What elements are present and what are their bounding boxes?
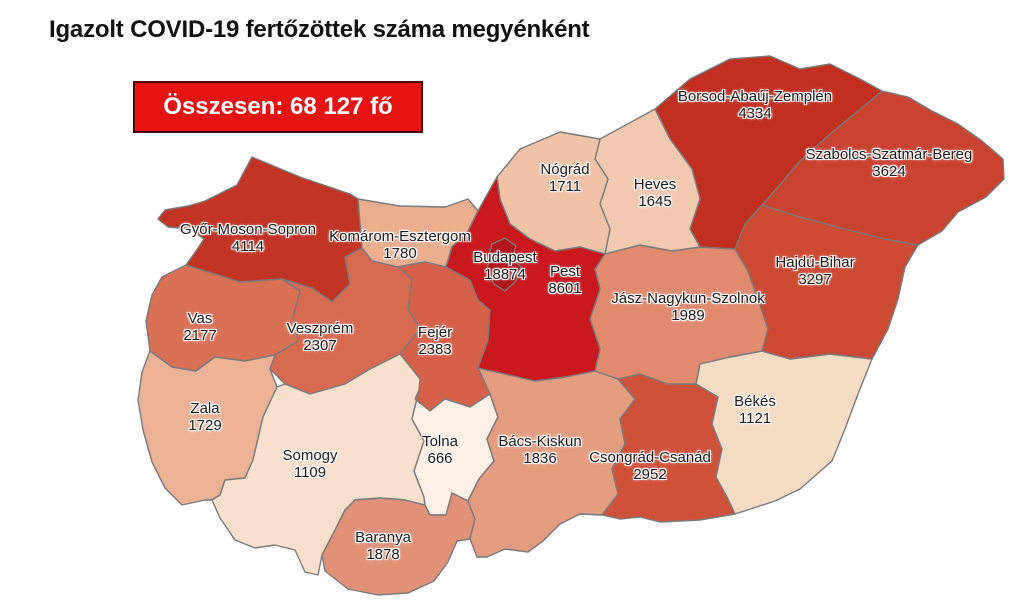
county-label-nograd: Nógrád 1711 <box>540 161 589 195</box>
county-value: 1780 <box>383 245 417 262</box>
total-badge-text: Összesen: 68 127 fő <box>163 93 393 120</box>
county-value: 2383 <box>418 341 452 358</box>
county-value: 2307 <box>303 337 337 354</box>
county-value: 4334 <box>738 105 772 122</box>
county-name: Csongrád-Csanád <box>589 449 711 466</box>
county-label-komarom-esztergom: Komárom-Esztergom 1780 <box>329 228 471 262</box>
county-label-csongrad-csanad: Csongrád-Csanád 2952 <box>589 449 711 483</box>
county-name: Baranya <box>355 529 411 546</box>
total-badge: Összesen: 68 127 fő <box>133 81 423 133</box>
county-label-bekes: Békés 1121 <box>734 393 776 427</box>
county-name: Nógrád <box>540 161 590 178</box>
county-name: Vas <box>187 310 213 327</box>
county-value: 3624 <box>872 163 906 180</box>
county-name: Békés <box>734 393 776 410</box>
county-label-vas: Vas 2177 <box>183 310 216 344</box>
county-value: 4114 <box>231 238 265 255</box>
county-label-hajdu-bihar: Hajdú-Bihar 3297 <box>775 254 854 288</box>
county-name: Borsod-Abaúj-Zemplén <box>677 88 833 105</box>
county-label-zala: Zala 1729 <box>188 400 221 434</box>
county-name: Hajdú-Bihar <box>775 254 855 271</box>
county-name: Fejér <box>417 324 453 341</box>
county-value: 1711 <box>548 178 582 195</box>
county-region-budapest <box>486 237 522 292</box>
county-name: Veszprém <box>286 320 354 337</box>
county-label-somogy: Somogy 1109 <box>282 447 337 481</box>
county-label-baranya: Baranya 1878 <box>355 529 411 563</box>
county-value: 1836 <box>523 450 557 467</box>
county-name: Komárom-Esztergom <box>329 228 471 245</box>
county-name: Bács-Kiskun <box>498 433 582 450</box>
county-label-bacs-kiskun: Bács-Kiskun 1836 <box>498 433 581 467</box>
county-label-jasz-nagykun-szolnok: Jász-Nagykun-Szolnok 1989 <box>611 290 764 324</box>
county-label-heves: Heves 1645 <box>634 176 677 210</box>
county-label-pest: Pest 8601 <box>548 263 581 297</box>
page-title: Igazolt COVID-19 fertőzöttek száma megyé… <box>49 16 590 43</box>
county-name: Somogy <box>282 447 338 464</box>
county-name: Heves <box>633 176 677 193</box>
county-value: 8601 <box>548 280 582 297</box>
county-name: Tolna <box>422 433 458 450</box>
county-value: 18874 <box>484 266 526 283</box>
county-region-bekes <box>695 350 873 515</box>
county-name: Pest <box>549 263 580 280</box>
county-label-gyor-moson-sopron: Győr-Moson-Sopron 4114 <box>180 221 316 255</box>
county-value: 666 <box>427 450 453 467</box>
county-name: Budapest <box>473 249 537 266</box>
county-value: 2177 <box>183 327 217 344</box>
county-value: 3297 <box>798 271 832 288</box>
county-label-szabolcs-szatmar-bereg: Szabolcs-Szatmár-Bereg 3624 <box>806 146 973 180</box>
county-value: 1645 <box>638 193 672 210</box>
county-label-borsod-abauj-zemplen: Borsod-Abaúj-Zemplén 4334 <box>678 88 832 122</box>
county-label-budapest: Budapest 18874 <box>473 249 536 283</box>
county-value: 1109 <box>293 464 327 481</box>
county-region-pest <box>445 176 606 382</box>
county-value: 1989 <box>671 307 705 324</box>
county-value: 1729 <box>188 417 222 434</box>
county-label-tolna: Tolna 666 <box>422 433 458 467</box>
county-label-fejer: Fejér 2383 <box>418 324 452 358</box>
county-name: Győr-Moson-Sopron <box>180 221 316 238</box>
county-value: 1878 <box>366 546 400 563</box>
county-name: Jász-Nagykun-Szolnok <box>611 290 765 307</box>
county-value: 1121 <box>738 410 772 427</box>
county-label-veszprem: Veszprém 2307 <box>287 320 354 354</box>
county-value: 2952 <box>633 466 667 483</box>
county-name: Zala <box>190 400 220 417</box>
county-name: Szabolcs-Szatmár-Bereg <box>805 146 973 163</box>
